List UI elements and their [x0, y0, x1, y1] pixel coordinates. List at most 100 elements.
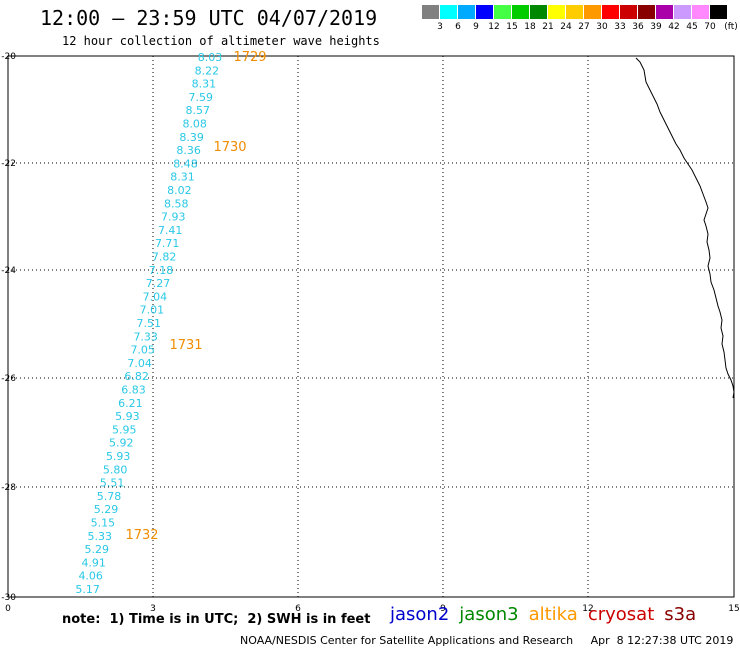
legend-swatch: [638, 5, 655, 19]
wave-height-value: 7.33: [133, 330, 158, 343]
legend-swatch: [476, 5, 493, 19]
legend-label: 9: [473, 22, 479, 32]
wave-height-value: 5.93: [115, 410, 140, 423]
legend-swatch: [440, 5, 457, 19]
wave-height-value: 7.18: [149, 264, 174, 277]
legend-swatch: [584, 5, 601, 19]
wave-height-value: 5.29: [85, 543, 110, 556]
x-tick-label: 3: [150, 604, 156, 614]
wave-height-value: 5.15: [91, 517, 116, 530]
legend-swatch: [494, 5, 511, 19]
legend-label: 45: [686, 22, 698, 32]
wave-height-value: 7.27: [146, 277, 171, 290]
time-label: 1730: [213, 140, 246, 155]
wave-height-value: 8.39: [179, 131, 204, 144]
y-tick-label: -20: [1, 52, 16, 62]
y-tick-label: -22: [1, 159, 16, 169]
wave-height-value: 5.51: [100, 477, 125, 490]
legend-swatch: [674, 5, 691, 19]
legend-swatch: [620, 5, 637, 19]
wave-height-value: 4.91: [81, 556, 106, 569]
legend-label: 70: [704, 22, 716, 32]
time-label: 1732: [125, 528, 158, 543]
time-label: 1731: [169, 338, 202, 353]
wave-height-value: 5.17: [75, 583, 100, 596]
wave-height-value: 8.36: [176, 144, 201, 157]
x-tick-label: 9: [440, 604, 446, 614]
wave-height-value: 5.93: [106, 450, 131, 463]
wave-height-value: 5.33: [88, 530, 113, 543]
wave-height-value: 6.21: [118, 397, 143, 410]
legend-label: 30: [596, 22, 608, 32]
axis-tick-labels: 0 3 6 9 12 15 -20 -22 -24 -26 -28 -30: [1, 52, 739, 614]
satellite-name: altika: [528, 604, 578, 625]
satellite-name: s3a: [664, 604, 697, 625]
wave-height-value: 5.92: [109, 437, 134, 450]
wave-height-value: 7.51: [137, 317, 162, 330]
legend-label: 27: [578, 22, 590, 32]
satellite-track: 8.038.228.317.598.578.088.398.368.488.31…: [75, 50, 266, 596]
legend-label: 24: [560, 22, 572, 32]
legend-label: 33: [614, 22, 626, 32]
satellite-name: jason3: [459, 604, 519, 625]
wave-height-value: 7.04: [143, 290, 168, 303]
map-title: 12:00 – 23:59 UTC 04/07/2019: [40, 6, 378, 30]
legend-label: 42: [668, 22, 680, 32]
wave-height-value: 7.05: [130, 344, 155, 357]
wave-height-value: 7.01: [140, 304, 165, 317]
wave-height-value: 6.82: [124, 370, 149, 383]
legend-label: 39: [650, 22, 662, 32]
map-subtitle: 12 hour collection of altimeter wave hei…: [62, 34, 380, 48]
legend-swatch: [512, 5, 529, 19]
wave-height-value: 5.29: [94, 503, 119, 516]
footnote: note: 1) Time is in UTC; 2) SWH is in fe…: [62, 612, 371, 627]
legend-label: 36: [632, 22, 644, 32]
wave-height-value: 8.58: [164, 197, 189, 210]
wave-height-value: 5.78: [97, 490, 122, 503]
time-label: 1729: [233, 50, 266, 65]
wave-height-value: 5.80: [103, 463, 128, 476]
y-tick-label: -28: [1, 483, 16, 493]
wave-height-value: 7.82: [152, 251, 177, 264]
legend-swatch: [692, 5, 709, 19]
y-tick-label: -24: [1, 266, 16, 276]
legend-label: 12: [488, 22, 500, 32]
x-tick-label: 15: [728, 604, 739, 614]
satellite-name: cryosat: [587, 604, 655, 625]
legend-label: 18: [524, 22, 536, 32]
y-tick-label: -26: [1, 374, 16, 384]
legend-label: 6: [455, 22, 461, 32]
map-frame: [7, 55, 735, 598]
wave-height-value: 8.08: [182, 118, 207, 131]
x-tick-label: 6: [295, 604, 301, 614]
wave-height-value: 8.31: [170, 171, 195, 184]
wave-height-value: 7.59: [189, 91, 214, 104]
legend-label: 3: [437, 22, 443, 32]
wave-height-value: 7.04: [127, 357, 152, 370]
legend-swatch: [656, 5, 673, 19]
legend-label: 15: [506, 22, 518, 32]
legend-swatch: [566, 5, 583, 19]
legend-swatch: [422, 5, 439, 19]
legend-unit: (ft): [724, 22, 738, 32]
legend-swatch: [548, 5, 565, 19]
satellite-legend: jason2 jason3 altika cryosat s3a: [390, 604, 706, 625]
wave-height-value: 4.06: [78, 570, 103, 583]
legend-swatch: [710, 5, 727, 19]
legend-swatch: [602, 5, 619, 19]
legend-swatch: [458, 5, 475, 19]
x-tick-label: 12: [582, 604, 593, 614]
credit-line: NOAA/NESDIS Center for Satellite Applica…: [240, 634, 734, 647]
wave-height-value: 6.83: [121, 384, 146, 397]
wave-height-value: 8.22: [195, 64, 220, 77]
wave-height-value: 7.71: [155, 237, 180, 250]
x-tick-label: 0: [5, 604, 11, 614]
satellite-name: jason2: [390, 604, 450, 625]
wave-height-value: 8.02: [167, 184, 192, 197]
wave-height-value: 8.31: [192, 78, 217, 91]
legend-label: 21: [542, 22, 554, 32]
wave-height-value: 8.03: [198, 51, 223, 64]
y-tick-label: -30: [1, 593, 16, 603]
wave-height-value: 7.41: [158, 224, 183, 237]
